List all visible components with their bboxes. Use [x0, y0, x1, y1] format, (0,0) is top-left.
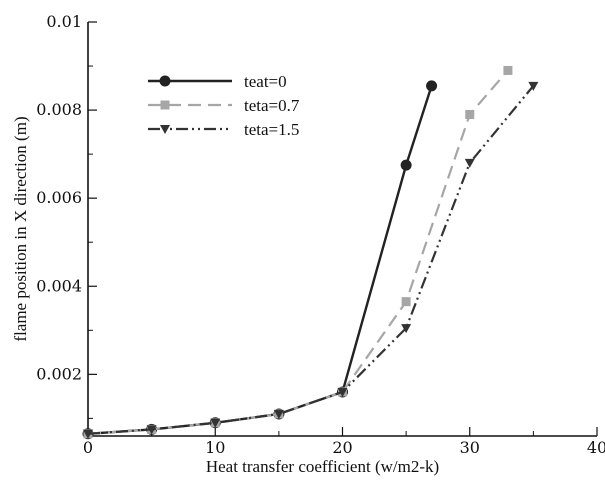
x-tick-label: 30 [460, 438, 480, 457]
y-tick-label: 0.006 [36, 188, 82, 207]
series-2 [83, 81, 539, 439]
legend-item-2: teta=1.5 [148, 120, 299, 139]
legend-label: teta=0.7 [244, 96, 300, 115]
x-tick-label: 20 [332, 438, 352, 457]
circle-marker [159, 75, 171, 87]
legend-item-1: teta=0.7 [148, 96, 300, 115]
square-marker [401, 297, 411, 307]
y-tick-label: 0.004 [36, 276, 82, 295]
legend-item-0: teat=0 [148, 72, 287, 91]
square-marker [160, 100, 170, 110]
x-tick-label: 0 [83, 438, 93, 457]
x-tick-label: 10 [205, 438, 225, 457]
triangle-marker [464, 158, 475, 168]
triangle-marker [528, 81, 539, 91]
circle-marker [400, 159, 412, 171]
y-tick-label: 0.008 [36, 100, 82, 119]
axes: 0 10 20 30 40 0.002 0.004 0.006 0.008 0.01 [36, 12, 605, 457]
triangle-marker [83, 429, 93, 439]
triangle-marker [337, 387, 348, 397]
triangle-marker [146, 425, 157, 435]
legend-label: teat=0 [244, 72, 287, 91]
y-axis-title: flame position in X direction (m) [11, 116, 30, 341]
triangle-marker [160, 125, 170, 134]
legend: teat=0 teta=0.7 teta=1.5 [148, 72, 300, 139]
series-line [87, 85, 535, 435]
y-tick-label: 0.01 [46, 12, 82, 31]
x-axis-title: Heat transfer coefficient (w/m2-k) [206, 457, 439, 476]
square-marker [465, 109, 475, 119]
square-marker [503, 65, 513, 75]
triangle-marker [210, 418, 221, 428]
triangle-marker [273, 409, 284, 419]
triangle-marker [401, 324, 412, 334]
series-layer [82, 65, 539, 440]
y-tick-label: 0.002 [36, 364, 82, 383]
x-tick-label: 40 [587, 438, 605, 457]
circle-marker [426, 80, 438, 92]
legend-label: teta=1.5 [244, 120, 299, 139]
